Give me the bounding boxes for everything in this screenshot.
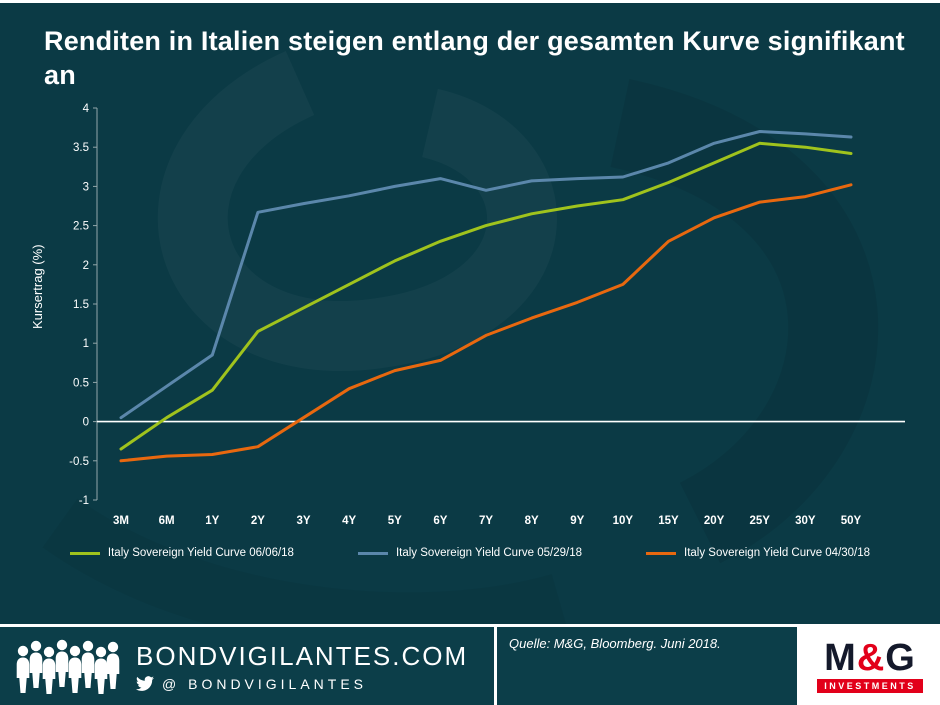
x-tick-label: 20Y [704, 515, 725, 527]
mg-letter-m: M [824, 637, 857, 679]
mg-letter-g: G [885, 637, 916, 679]
x-tick-label: 3M [113, 515, 129, 527]
legend-item: Italy Sovereign Yield Curve 06/06/18 [69, 547, 294, 559]
x-tick-label: 50Y [841, 515, 862, 527]
y-tick-label: 3 [83, 181, 89, 193]
series-line-2 [119, 183, 853, 463]
legend-swatch [357, 551, 388, 555]
legend-label: Italy Sovereign Yield Curve 06/06/18 [107, 547, 294, 559]
x-tick-label: 10Y [613, 515, 634, 527]
yield-curve-chart: -1 -0.5 0 0.5 1 1.5 2 2.5 3 3.5 4 3M 6M 1Y 2Y 3Y 4Y 5Y 6Y 7… [69, 103, 905, 527]
x-tick-label: 3Y [296, 515, 310, 527]
y-tick-label: 1.5 [73, 299, 89, 311]
x-tick-label: 2Y [251, 515, 265, 527]
x-tick-label: 30Y [795, 515, 816, 527]
x-tick-label: 9Y [570, 515, 584, 527]
chart-legend: Italy Sovereign Yield Curve 06/06/18 Ital… [0, 547, 940, 559]
y-tick-label: 0 [83, 417, 89, 429]
legend-label: Italy Sovereign Yield Curve 05/29/18 [395, 547, 583, 559]
twitter-icon [136, 676, 154, 691]
site-name: BONDVIGILANTES.COM [136, 640, 469, 671]
legend-item: Italy Sovereign Yield Curve 05/29/18 [357, 547, 583, 559]
x-tick-label: 6M [159, 515, 175, 527]
series-line-0 [119, 141, 853, 451]
x-tick-label: 25Y [750, 515, 771, 527]
x-tick-label: 4Y [342, 515, 356, 527]
series-line-1 [119, 130, 853, 420]
footer: BONDVIGILANTES.COM @ BONDVIGILANTES Quel… [0, 624, 940, 705]
x-tick-label: 1Y [205, 515, 219, 527]
x-tick-label: 8Y [525, 515, 539, 527]
page-title: Renditen in Italien steigen entlang der … [44, 26, 905, 90]
x-tick-label: 15Y [658, 515, 679, 527]
footer-divider [797, 627, 800, 705]
y-tick-label: 0.5 [73, 377, 89, 389]
crowd-icon [16, 639, 120, 694]
footer-divider [494, 627, 497, 705]
y-tick-label: -1 [79, 495, 89, 507]
x-tick-label: 7Y [479, 515, 493, 527]
mg-logo-text: M&G [824, 639, 916, 677]
legend-swatch [69, 551, 100, 555]
x-tick-label: 6Y [433, 515, 447, 527]
twitter-handle: @ BONDVIGILANTES [162, 675, 368, 692]
y-tick-label: -0.5 [69, 456, 89, 468]
mg-logo: M&G INVESTMENTS [800, 627, 940, 705]
y-tick-label: 3.5 [73, 142, 89, 154]
y-tick-label: 4 [83, 103, 90, 115]
legend-item: Italy Sovereign Yield Curve 04/30/18 [646, 547, 870, 559]
legend-swatch [646, 551, 677, 555]
twitter-handle-row: @ BONDVIGILANTES [136, 676, 468, 692]
mg-investments-band: INVESTMENTS [817, 679, 923, 693]
source-note: Quelle: M&G, Bloomberg. Juni 2018. [509, 636, 721, 651]
mg-ampersand: & [856, 637, 886, 679]
x-tick-label: 5Y [388, 515, 402, 527]
y-tick-label: 1 [83, 338, 89, 350]
y-tick-label: 2.5 [73, 221, 89, 233]
legend-label: Italy Sovereign Yield Curve 04/30/18 [684, 547, 871, 559]
footer-brand: BONDVIGILANTES.COM @ BONDVIGILANTES [0, 627, 494, 705]
y-tick-label: 2 [83, 260, 89, 272]
